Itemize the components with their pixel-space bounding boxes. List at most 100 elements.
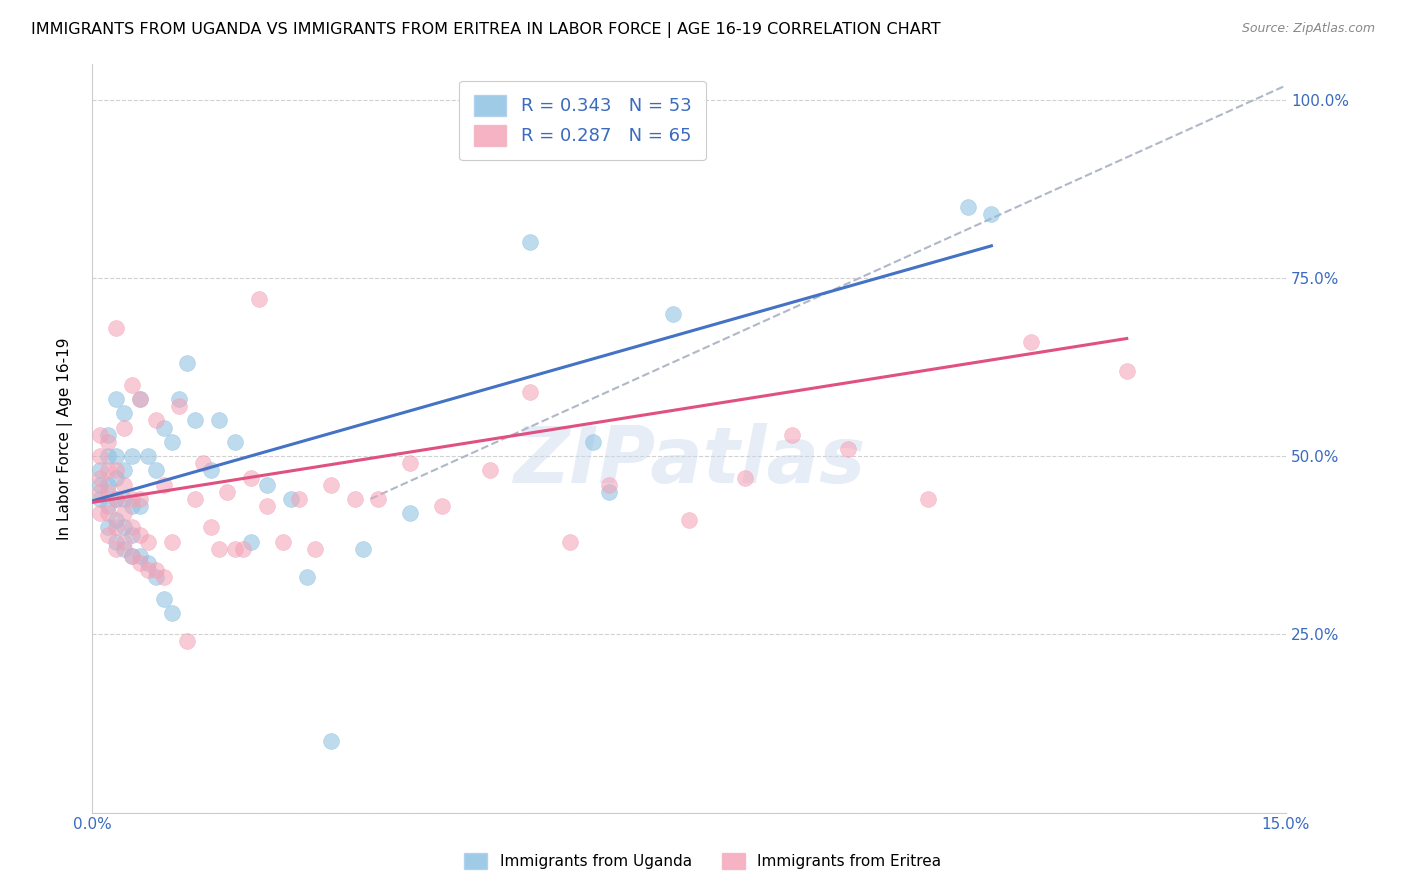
Point <box>160 434 183 449</box>
Point <box>169 399 191 413</box>
Point <box>519 235 541 250</box>
Text: IMMIGRANTS FROM UGANDA VS IMMIGRANTS FROM ERITREA IN LABOR FORCE | AGE 16-19 COR: IMMIGRANTS FROM UGANDA VS IMMIGRANTS FRO… <box>31 22 941 38</box>
Point <box>145 570 167 584</box>
Point <box>837 442 859 456</box>
Point <box>478 463 501 477</box>
Point <box>217 484 239 499</box>
Point <box>200 463 222 477</box>
Point <box>104 513 127 527</box>
Point <box>176 634 198 648</box>
Point <box>662 307 685 321</box>
Point <box>240 534 263 549</box>
Point <box>97 434 120 449</box>
Point <box>917 491 939 506</box>
Point <box>271 534 294 549</box>
Point <box>97 463 120 477</box>
Point <box>104 491 127 506</box>
Point <box>97 527 120 541</box>
Point <box>97 449 120 463</box>
Point <box>121 449 143 463</box>
Point <box>97 520 120 534</box>
Point <box>104 392 127 406</box>
Point <box>224 541 246 556</box>
Point <box>145 563 167 577</box>
Point <box>112 534 135 549</box>
Point <box>89 484 111 499</box>
Point <box>184 491 207 506</box>
Point <box>112 420 135 434</box>
Point <box>89 463 111 477</box>
Point <box>136 534 159 549</box>
Point <box>280 491 302 506</box>
Point <box>160 534 183 549</box>
Point <box>1019 334 1042 349</box>
Point <box>184 413 207 427</box>
Point <box>89 506 111 520</box>
Point <box>734 470 756 484</box>
Point <box>128 527 150 541</box>
Y-axis label: In Labor Force | Age 16-19: In Labor Force | Age 16-19 <box>58 337 73 540</box>
Text: Source: ZipAtlas.com: Source: ZipAtlas.com <box>1241 22 1375 36</box>
Point <box>598 484 620 499</box>
Point <box>399 456 422 470</box>
Point <box>782 427 804 442</box>
Point <box>89 477 111 491</box>
Point <box>136 563 159 577</box>
Point <box>104 470 127 484</box>
Point <box>200 520 222 534</box>
Point <box>104 463 127 477</box>
Point <box>295 570 318 584</box>
Point <box>136 556 159 570</box>
Point <box>169 392 191 406</box>
Point <box>256 477 278 491</box>
Point <box>152 591 174 606</box>
Point <box>121 527 143 541</box>
Point <box>319 477 342 491</box>
Point <box>97 499 120 513</box>
Point <box>104 449 127 463</box>
Point <box>367 491 389 506</box>
Legend: R = 0.343   N = 53, R = 0.287   N = 65: R = 0.343 N = 53, R = 0.287 N = 65 <box>460 80 706 161</box>
Point <box>89 449 111 463</box>
Point <box>97 484 120 499</box>
Point <box>128 392 150 406</box>
Point <box>89 427 111 442</box>
Point <box>343 491 366 506</box>
Point <box>128 549 150 563</box>
Point <box>104 534 127 549</box>
Point <box>89 470 111 484</box>
Point <box>121 549 143 563</box>
Point <box>128 392 150 406</box>
Point <box>240 470 263 484</box>
Point <box>112 541 135 556</box>
Point <box>160 606 183 620</box>
Point <box>128 499 150 513</box>
Point <box>136 449 159 463</box>
Point <box>352 541 374 556</box>
Point <box>256 499 278 513</box>
Point <box>112 406 135 420</box>
Point <box>89 491 111 506</box>
Point <box>112 491 135 506</box>
Point <box>678 513 700 527</box>
Point <box>128 556 150 570</box>
Point <box>121 491 143 506</box>
Point <box>112 506 135 520</box>
Point <box>399 506 422 520</box>
Point <box>224 434 246 449</box>
Point <box>97 506 120 520</box>
Point <box>558 534 581 549</box>
Point <box>208 413 231 427</box>
Point <box>112 520 135 534</box>
Point <box>112 463 135 477</box>
Point <box>319 734 342 748</box>
Point <box>121 520 143 534</box>
Point <box>104 320 127 334</box>
Point <box>152 420 174 434</box>
Point <box>128 491 150 506</box>
Point <box>112 477 135 491</box>
Point <box>152 570 174 584</box>
Point <box>121 549 143 563</box>
Point <box>97 427 120 442</box>
Point <box>519 384 541 399</box>
